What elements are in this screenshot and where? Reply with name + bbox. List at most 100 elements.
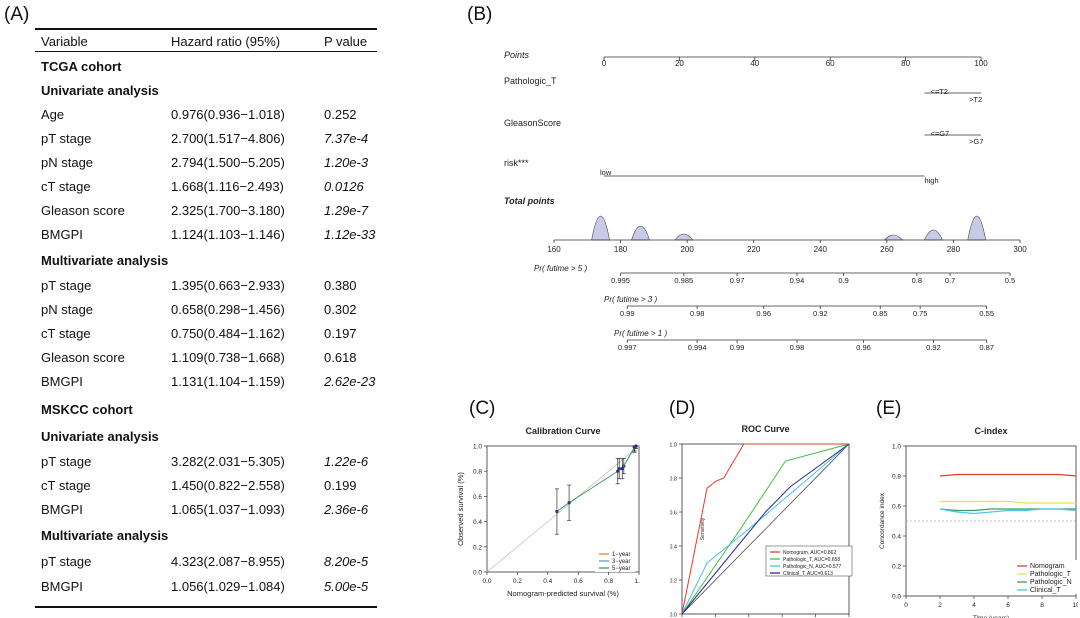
probability-tick-label: 0.94 xyxy=(790,276,805,285)
cell-p-value: 2.36e-6 xyxy=(324,502,369,517)
probability-tick-label: 0.9 xyxy=(838,276,848,285)
y-tick-label: 0.0 xyxy=(670,613,677,618)
probability-tick-label: 0.92 xyxy=(813,309,828,318)
probability-scale-label: Pr( futime > 3 ) xyxy=(604,295,657,304)
legend-entry: 1−year xyxy=(612,552,631,558)
density-peak xyxy=(967,215,987,241)
table-row: cT stage 0.750(0.484−1.162) 0.197 xyxy=(35,324,377,346)
header-variable: Variable xyxy=(41,34,88,49)
x-tick-label: 1.0 xyxy=(634,578,640,585)
probability-tick-label: 0.8 xyxy=(912,276,922,285)
legend-entry: Pathologic_N, AUC=0.577 xyxy=(783,564,841,570)
cell-p-value: 7.37e-4 xyxy=(324,131,369,146)
table-row: Gleason score 2.325(1.700−3.180) 1.29e-7 xyxy=(35,201,377,223)
points-tick-label: 80 xyxy=(901,59,910,68)
table-section-heading: MSKCC cohort xyxy=(35,400,377,422)
table-row: pN stage 2.794(1.500−5.205) 1.20e-3 xyxy=(35,153,377,175)
table-row: BMGPI 1.124(1.103−1.146) 1.12e-33 xyxy=(35,225,377,247)
panel-label-c: (C) xyxy=(469,398,496,419)
cell-variable: pT stage xyxy=(41,278,92,293)
density-peak xyxy=(923,229,943,241)
probability-tick-label: 0.98 xyxy=(790,343,805,352)
section-label: Multivariate analysis xyxy=(41,528,169,543)
cell-hazard-ratio: 2.700(1.517−4.806) xyxy=(171,131,285,146)
cell-p-value: 1.22e-6 xyxy=(324,454,369,469)
table-section-heading: Univariate analysis xyxy=(35,427,377,449)
cell-variable: cT stage xyxy=(41,326,91,341)
points-tick-label: 20 xyxy=(675,59,684,68)
cell-hazard-ratio: 0.976(0.936−1.018) xyxy=(171,107,285,122)
density-peak xyxy=(591,215,610,241)
cindex-chart: C-index 0 2 4 6 8 10 0.0 0.2 0.4 0.6 0.8 1.0 Time (ye… xyxy=(879,426,1078,618)
section-label: Univariate analysis xyxy=(41,83,159,98)
header-hazard-ratio: Hazard ratio (95%) xyxy=(171,34,281,49)
series-line xyxy=(681,443,850,615)
cell-p-value: 0.380 xyxy=(324,278,357,293)
cell-variable: Gleason score xyxy=(41,350,125,365)
legend-entry: Pathologic_T, AUC=0.658 xyxy=(783,557,840,563)
y-tick-label: 0.8 xyxy=(892,474,901,481)
legend-entry: 5−year xyxy=(612,566,631,572)
density-peak xyxy=(631,225,650,241)
risk-label: risk*** xyxy=(504,158,529,168)
legend-entry: Clinical_T, AUC=0.613 xyxy=(783,571,833,577)
total-points-tick-label: 200 xyxy=(680,245,694,254)
y-tick-label: 0.6 xyxy=(473,494,482,501)
y-tick-label: 0.4 xyxy=(892,534,901,541)
data-point xyxy=(616,469,620,473)
risk-level-low: low xyxy=(600,168,612,177)
x-tick-label: 0 xyxy=(904,602,908,609)
y-axis-label: Concordance index xyxy=(879,492,886,549)
x-tick-label: 0.8 xyxy=(604,578,613,585)
series-line xyxy=(939,473,1077,477)
total-points-label: Total points xyxy=(504,196,555,206)
legend-entry: Pathologic_T xyxy=(1030,571,1072,578)
cell-p-value: 2.62e-23 xyxy=(324,374,376,389)
roc-chart: ROC Curve0.00.20.40.60.81.00.00.20.40.60… xyxy=(670,424,853,618)
chart-title: C-index xyxy=(974,426,1007,436)
section-label: MSKCC cohort xyxy=(41,402,133,417)
section-label: Multivariate analysis xyxy=(41,253,169,268)
points-tick-label: 40 xyxy=(750,59,759,68)
x-tick-label: 0.6 xyxy=(574,578,583,585)
total-points-tick-label: 160 xyxy=(547,245,561,254)
probability-tick-label: 0.994 xyxy=(688,343,707,352)
probability-tick-label: 0.5 xyxy=(1005,276,1015,285)
x-tick-label: 0.2 xyxy=(513,578,522,585)
table-row: BMGPI 1.131(1.104−1.159) 2.62e-23 xyxy=(35,372,377,394)
table-row: cT stage 1.450(0.822−2.558) 0.199 xyxy=(35,476,377,498)
y-axis-label: Sensitivity xyxy=(700,517,706,540)
cell-variable: BMGPI xyxy=(41,227,83,242)
chart-title: Calibration Curve xyxy=(525,426,600,436)
probability-tick-label: 0.99 xyxy=(730,343,745,352)
gleason-score-label: GleasonScore xyxy=(504,118,561,128)
header-p-value: P value xyxy=(324,34,368,49)
table-row: pT stage 4.323(2.087−8.955) 8.20e-5 xyxy=(35,552,377,574)
points-tick-label: 0 xyxy=(602,59,607,68)
y-tick-label: 0.2 xyxy=(670,579,677,585)
cell-variable: BMGPI xyxy=(41,579,83,594)
cell-hazard-ratio: 0.658(0.298−1.456) xyxy=(171,302,285,317)
cell-variable: Age xyxy=(41,107,65,122)
legend-entry: Nomogram xyxy=(1030,563,1065,570)
legend-box xyxy=(765,545,853,577)
total-points-tick-label: 280 xyxy=(947,245,961,254)
table-row: Age 0.976(0.936−1.018) 0.252 xyxy=(35,105,377,127)
cell-variable: Gleason score xyxy=(41,203,125,218)
legend-entry: Pathologic_N xyxy=(1030,579,1072,586)
pathologic-t-level: >T2 xyxy=(969,95,982,104)
legend-entry: 3−year xyxy=(612,559,631,565)
cell-hazard-ratio: 1.131(1.104−1.159) xyxy=(171,374,285,389)
table-row: pT stage 2.700(1.517−4.806) 7.37e-4 xyxy=(35,129,377,151)
nomogram: Points 0 20 40 60 80 100 Pathologic_T <=T2 >T2 Gle… xyxy=(504,50,1027,352)
cell-hazard-ratio: 1.450(0.822−2.558) xyxy=(171,478,285,493)
probability-tick-label: 0.98 xyxy=(690,309,705,318)
cell-hazard-ratio: 2.325(1.700−3.180) xyxy=(171,203,285,218)
table-section-heading: Multivariate analysis xyxy=(35,251,377,273)
series-line xyxy=(940,500,1076,504)
y-axis-label: Observed survival (%) xyxy=(456,472,465,546)
cell-hazard-ratio: 1.395(0.663−2.933) xyxy=(171,278,285,293)
y-tick-label: 0.4 xyxy=(670,545,677,551)
probability-scale-label: Pr( futime > 5 ) xyxy=(534,264,587,273)
section-label: Univariate analysis xyxy=(41,429,159,444)
